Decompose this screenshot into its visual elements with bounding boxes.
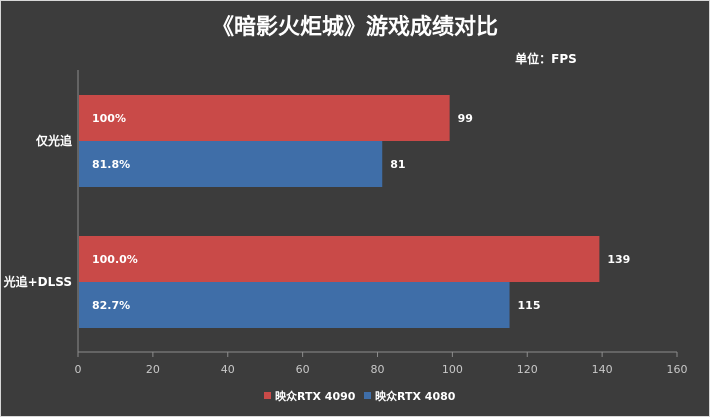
x-tick-label: 40 [221, 363, 235, 376]
x-tick-label: 120 [517, 363, 538, 376]
bar [79, 95, 450, 141]
bar-value-label: 139 [607, 253, 630, 266]
bar [79, 282, 510, 328]
bar-percent-label: 81.8% [92, 158, 130, 171]
bar-percent-label: 82.7% [92, 299, 130, 312]
legend-label: 映众RTX 4080 [375, 389, 456, 403]
bar-value-label: 99 [458, 112, 473, 125]
legend-label: 映众RTX 4090 [275, 389, 356, 403]
legend-swatch [264, 392, 271, 399]
bar-value-label: 115 [518, 299, 541, 312]
category-label: 光追+DLSS [3, 274, 72, 289]
bar [79, 236, 600, 282]
bar-percent-label: 100.0% [92, 253, 138, 266]
category-label: 仅光追 [35, 133, 73, 148]
legend-swatch [364, 392, 371, 399]
x-tick-label: 100 [442, 363, 463, 376]
x-tick-label: 60 [296, 363, 310, 376]
chart-title: 《暗影火炬城》游戏成绩对比 [212, 14, 498, 40]
bar-percent-label: 100% [92, 112, 126, 125]
unit-label: 单位：FPS [515, 51, 577, 66]
x-tick-label: 0 [75, 363, 82, 376]
x-tick-label: 80 [371, 363, 385, 376]
x-tick-label: 20 [146, 363, 160, 376]
legend: 映众RTX 4090 映众RTX 4080 [264, 389, 456, 403]
bar [79, 141, 383, 187]
x-tick-label: 140 [592, 363, 613, 376]
x-tick-label: 160 [667, 363, 688, 376]
bar-value-label: 81 [390, 158, 405, 171]
